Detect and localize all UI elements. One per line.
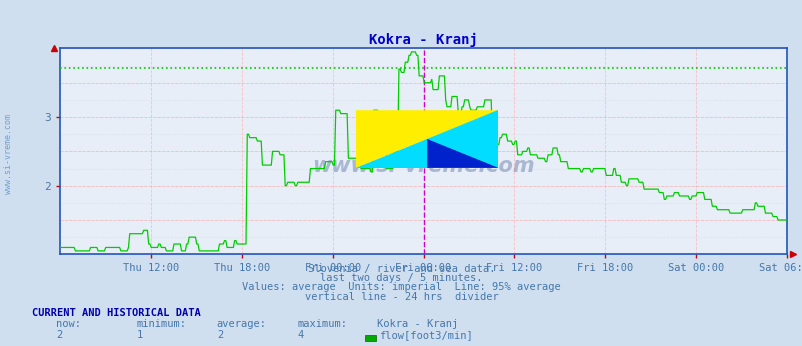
Text: 4: 4 xyxy=(297,330,303,340)
Text: www.si-vreme.com: www.si-vreme.com xyxy=(312,156,534,176)
Text: now:: now: xyxy=(56,319,81,329)
Text: last two days / 5 minutes.: last two days / 5 minutes. xyxy=(320,273,482,283)
Text: 2: 2 xyxy=(56,330,63,340)
Polygon shape xyxy=(355,110,498,168)
Text: minimum:: minimum: xyxy=(136,319,186,329)
Polygon shape xyxy=(427,139,498,168)
Text: flow[foot3/min]: flow[foot3/min] xyxy=(379,330,472,340)
Text: vertical line - 24 hrs  divider: vertical line - 24 hrs divider xyxy=(304,292,498,302)
Title: Kokra - Kranj: Kokra - Kranj xyxy=(369,33,477,47)
Text: www.si-vreme.com: www.si-vreme.com xyxy=(3,114,13,194)
Text: Values: average  Units: imperial  Line: 95% average: Values: average Units: imperial Line: 95… xyxy=(242,282,560,292)
Text: average:: average: xyxy=(217,319,266,329)
Text: maximum:: maximum: xyxy=(297,319,346,329)
Text: 1: 1 xyxy=(136,330,143,340)
Text: 2: 2 xyxy=(217,330,223,340)
Text: Kokra - Kranj: Kokra - Kranj xyxy=(377,319,458,329)
Text: CURRENT AND HISTORICAL DATA: CURRENT AND HISTORICAL DATA xyxy=(32,308,200,318)
Polygon shape xyxy=(355,110,498,168)
Text: Slovenia / river and sea data.: Slovenia / river and sea data. xyxy=(307,264,495,274)
